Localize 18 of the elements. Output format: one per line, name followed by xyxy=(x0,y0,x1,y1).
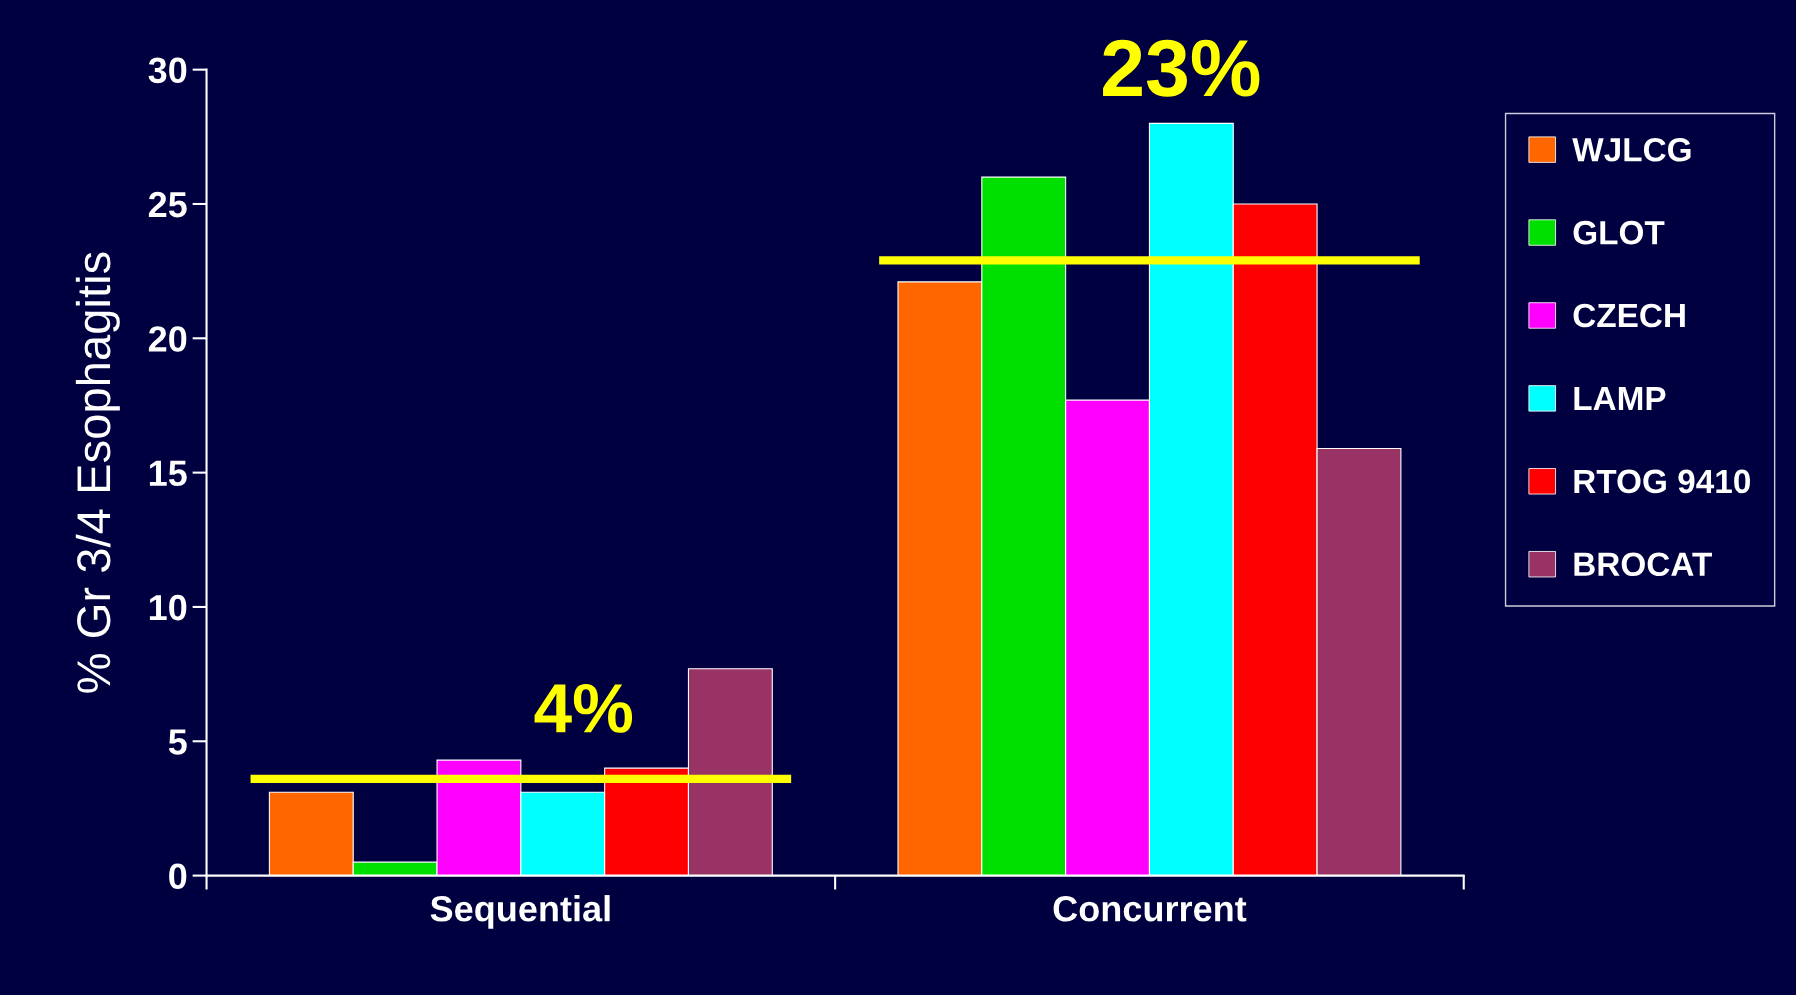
legend-label: GLOT xyxy=(1573,220,1665,245)
y-tick-label: 25 xyxy=(148,191,187,218)
legend-label: LAMP xyxy=(1574,387,1666,410)
legend-label: CZECH xyxy=(1573,303,1685,328)
y-tick-label: 0 xyxy=(169,863,187,890)
ref-line-label: 23% xyxy=(1103,39,1260,97)
y-tick-label: 15 xyxy=(149,460,187,487)
y-tick-label: 5 xyxy=(168,729,187,755)
legend-label: WJLCG xyxy=(1572,137,1691,162)
y-tick-label: 20 xyxy=(148,326,187,352)
legend-label: RTOG 9410 xyxy=(1574,469,1750,494)
x-tick-label: Sequential xyxy=(430,895,610,929)
y-axis-title: % Gr 3/4 Esophagitis xyxy=(75,252,120,693)
legend-label: BROCAT xyxy=(1574,552,1712,577)
y-tick-label: 10 xyxy=(149,594,187,621)
ref-line-label: 4% xyxy=(534,683,633,733)
y-tick-label: 30 xyxy=(148,57,187,84)
x-tick-label: Concurrent xyxy=(1053,896,1247,922)
